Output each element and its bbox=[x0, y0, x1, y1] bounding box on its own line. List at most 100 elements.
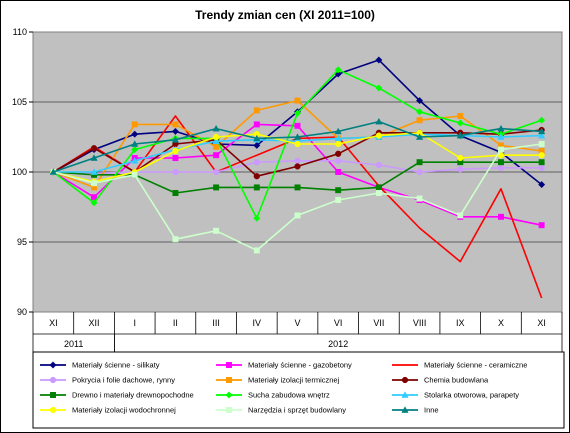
data-point bbox=[538, 152, 545, 159]
y-tick-label: 100 bbox=[12, 167, 27, 177]
x-tick-label: III bbox=[212, 318, 220, 328]
data-point bbox=[131, 146, 139, 154]
data-point bbox=[212, 168, 220, 176]
legend-item: Chemia budowlana bbox=[392, 376, 489, 385]
data-point bbox=[335, 157, 342, 164]
legend-item: Materiały ścienne - gazobetony bbox=[216, 361, 352, 370]
year-group-label: 2012 bbox=[328, 339, 348, 349]
data-point bbox=[416, 159, 423, 166]
data-point bbox=[375, 184, 382, 191]
data-point bbox=[335, 197, 342, 203]
legend-item: Materiały izolacji wodochronnej bbox=[40, 406, 176, 415]
x-tick-label: X bbox=[498, 318, 504, 328]
data-point bbox=[49, 168, 57, 175]
data-point bbox=[457, 166, 464, 173]
x-tick-label: IV bbox=[253, 318, 262, 328]
legend-marker bbox=[49, 361, 57, 369]
data-point bbox=[375, 84, 383, 92]
legend-item: Sucha zabudowa wnętrz bbox=[216, 391, 330, 400]
data-point bbox=[212, 133, 220, 141]
legend-item: Inne bbox=[392, 406, 439, 415]
legend-marker bbox=[49, 376, 57, 384]
y-tick-label: 110 bbox=[13, 27, 27, 37]
x-tick-label: XI bbox=[537, 318, 546, 328]
legend-marker bbox=[226, 377, 232, 383]
legend-item: Pokrycia i folie dachowe, rynny bbox=[40, 376, 175, 385]
data-point bbox=[457, 212, 464, 219]
legend-item: Stolarka otworowa, parapety bbox=[392, 391, 519, 400]
legend-marker bbox=[49, 406, 57, 414]
data-point bbox=[294, 184, 301, 191]
legend-item: Materiały ścienne - ceramiczne bbox=[392, 361, 527, 370]
data-point bbox=[416, 195, 423, 202]
x-tick-label: XII bbox=[89, 318, 100, 328]
legend-item: Materiały izolacji termicznej bbox=[216, 376, 340, 385]
legend: Materiały ścienne - silikaty Materiały śc… bbox=[32, 351, 565, 429]
data-point bbox=[172, 121, 179, 128]
data-point bbox=[253, 214, 261, 222]
legend-item: Drewno i materiały drewnopochodne bbox=[40, 391, 194, 400]
x-tick-label: VIII bbox=[413, 318, 427, 328]
data-point bbox=[293, 133, 302, 140]
data-point bbox=[90, 168, 98, 175]
data-point bbox=[213, 227, 220, 234]
data-point bbox=[90, 154, 98, 161]
legend-marker bbox=[401, 391, 409, 398]
data-point bbox=[334, 127, 342, 135]
data-point bbox=[253, 173, 260, 180]
data-point bbox=[212, 124, 220, 132]
data-point bbox=[294, 122, 301, 129]
data-point bbox=[538, 222, 545, 229]
legend-label: Materiały ścienne - ceramiczne bbox=[424, 361, 527, 370]
data-point bbox=[90, 145, 98, 152]
data-point bbox=[131, 171, 138, 178]
data-point bbox=[294, 97, 301, 104]
series-12 bbox=[49, 117, 546, 175]
data-point bbox=[538, 159, 545, 166]
legend-label: Narzędzia i sprzęt budowlany bbox=[248, 406, 346, 415]
year-group-label: 2011 bbox=[64, 339, 83, 349]
data-point bbox=[334, 66, 342, 74]
data-point bbox=[171, 127, 179, 135]
data-point bbox=[497, 164, 505, 171]
x-tick-label: IX bbox=[456, 318, 465, 328]
data-point bbox=[172, 190, 179, 196]
data-point bbox=[253, 141, 261, 149]
data-point bbox=[172, 147, 179, 155]
data-point bbox=[131, 157, 139, 164]
data-point bbox=[497, 124, 505, 132]
data-point bbox=[415, 133, 424, 140]
data-point bbox=[294, 140, 301, 148]
legend-marker bbox=[225, 391, 233, 399]
legend-label: Inne bbox=[424, 406, 439, 415]
legend-label: Materiały izolacji wodochronnej bbox=[72, 406, 176, 415]
data-point bbox=[131, 130, 139, 138]
data-point bbox=[497, 146, 504, 153]
data-point bbox=[253, 134, 261, 142]
data-point bbox=[335, 150, 342, 157]
y-tick-label: 105 bbox=[12, 97, 27, 107]
legend-label: Stolarka otworowa, parapety bbox=[424, 391, 519, 400]
y-axis-ticks: 90 95 100 105 110 bbox=[12, 27, 33, 317]
data-point bbox=[172, 168, 179, 176]
data-point bbox=[375, 132, 383, 139]
data-point bbox=[171, 136, 180, 143]
legend-item: Materiały ścienne - silikaty bbox=[40, 361, 160, 370]
data-point bbox=[91, 180, 98, 187]
data-point bbox=[416, 117, 423, 124]
data-point bbox=[416, 108, 424, 116]
data-point bbox=[213, 152, 220, 159]
data-point bbox=[172, 236, 179, 243]
data-point bbox=[416, 97, 424, 105]
data-point bbox=[131, 140, 139, 147]
data-point bbox=[131, 121, 138, 128]
data-point bbox=[538, 131, 546, 139]
data-point bbox=[375, 161, 383, 169]
data-point bbox=[213, 143, 220, 150]
data-point bbox=[90, 199, 98, 207]
legend-label: Materiały izolacji termicznej bbox=[248, 376, 340, 385]
data-point bbox=[253, 107, 260, 114]
data-point bbox=[294, 157, 301, 164]
data-point bbox=[375, 56, 383, 64]
